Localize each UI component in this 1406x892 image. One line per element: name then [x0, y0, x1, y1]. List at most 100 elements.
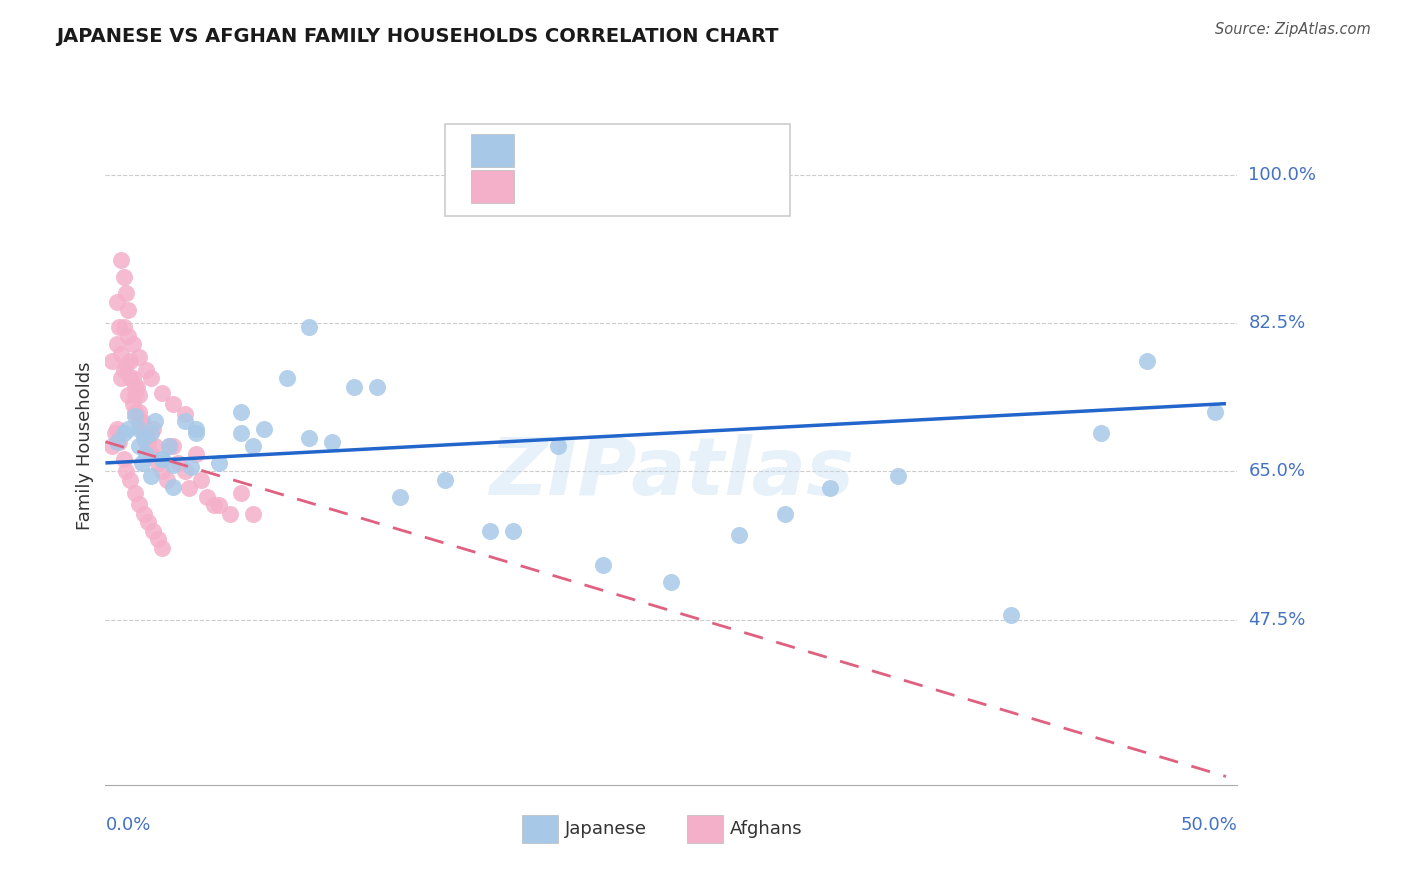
Point — [195, 490, 218, 504]
Text: 65.0%: 65.0% — [1249, 462, 1305, 481]
Point — [139, 468, 162, 483]
Text: 47: 47 — [721, 147, 744, 165]
Point — [547, 439, 569, 453]
Point — [117, 388, 139, 402]
Point — [131, 456, 153, 470]
Point — [887, 468, 910, 483]
Point — [128, 405, 150, 419]
Point — [219, 507, 242, 521]
Text: 82.5%: 82.5% — [1249, 314, 1306, 332]
Point — [661, 574, 683, 589]
Text: 73: 73 — [721, 183, 744, 201]
Point — [112, 269, 135, 284]
Point — [128, 422, 150, 436]
Point — [132, 426, 155, 441]
Point — [1090, 426, 1112, 441]
Point — [124, 409, 146, 424]
Point — [173, 464, 195, 478]
Point — [143, 439, 166, 453]
Point — [124, 388, 146, 402]
Point — [135, 434, 157, 449]
Text: R =: R = — [531, 147, 569, 165]
Point — [479, 524, 502, 538]
Point — [103, 426, 125, 441]
Point — [202, 498, 225, 512]
Point — [343, 380, 366, 394]
Point — [388, 490, 411, 504]
Point — [108, 434, 131, 449]
Point — [114, 359, 136, 373]
Text: Source: ZipAtlas.com: Source: ZipAtlas.com — [1215, 22, 1371, 37]
Point — [179, 482, 201, 496]
Point — [127, 380, 149, 394]
Text: 47.5%: 47.5% — [1249, 611, 1306, 629]
Point — [157, 439, 180, 453]
Point — [231, 485, 253, 500]
Point — [173, 414, 195, 428]
Text: Afghans: Afghans — [730, 820, 803, 838]
Point — [180, 460, 202, 475]
Text: JAPANESE VS AFGHAN FAMILY HOUSEHOLDS CORRELATION CHART: JAPANESE VS AFGHAN FAMILY HOUSEHOLDS COR… — [56, 27, 779, 45]
Point — [298, 431, 321, 445]
Point — [105, 422, 128, 436]
Point — [208, 456, 231, 470]
Point — [184, 422, 207, 436]
Point — [112, 426, 135, 441]
Point — [128, 350, 150, 364]
Point — [155, 473, 177, 487]
FancyBboxPatch shape — [522, 815, 558, 843]
Point — [150, 464, 173, 478]
Point — [128, 497, 150, 511]
Point — [184, 448, 207, 462]
Point — [242, 439, 264, 453]
Point — [105, 434, 128, 449]
Point — [124, 485, 146, 500]
Point — [818, 482, 841, 496]
Point — [728, 528, 751, 542]
Point — [1204, 405, 1226, 419]
Point — [184, 426, 207, 441]
Text: 0.0%: 0.0% — [105, 815, 150, 833]
Point — [131, 414, 153, 428]
Point — [138, 434, 160, 449]
Point — [138, 516, 160, 530]
Point — [117, 328, 139, 343]
Point — [433, 473, 456, 487]
Point — [142, 422, 165, 436]
Point — [162, 480, 184, 494]
FancyBboxPatch shape — [471, 170, 515, 202]
Point — [112, 363, 135, 377]
Point — [190, 473, 212, 487]
Point — [150, 541, 173, 555]
Point — [321, 434, 343, 449]
Text: N =: N = — [661, 147, 713, 165]
Text: R =: R = — [531, 183, 569, 201]
Point — [1000, 608, 1022, 623]
Point — [231, 426, 253, 441]
Point — [142, 524, 165, 538]
Point — [121, 396, 143, 410]
Point — [120, 473, 142, 487]
Point — [121, 337, 143, 351]
Point — [773, 507, 796, 521]
Point — [132, 422, 155, 436]
Point — [124, 380, 146, 394]
Point — [162, 396, 184, 410]
Text: 0.151: 0.151 — [578, 147, 636, 165]
Point — [114, 286, 136, 301]
Point — [132, 431, 155, 445]
Point — [139, 426, 162, 441]
Point — [143, 414, 166, 428]
Point — [502, 524, 524, 538]
Point — [162, 458, 184, 472]
Point — [105, 337, 128, 351]
Point — [101, 439, 124, 453]
Point — [124, 405, 146, 419]
Point — [150, 451, 173, 466]
Point — [208, 498, 231, 512]
Point — [146, 532, 169, 546]
Y-axis label: Family Households: Family Households — [76, 362, 94, 530]
Point — [139, 371, 162, 385]
Point — [112, 451, 135, 466]
Point — [117, 303, 139, 318]
